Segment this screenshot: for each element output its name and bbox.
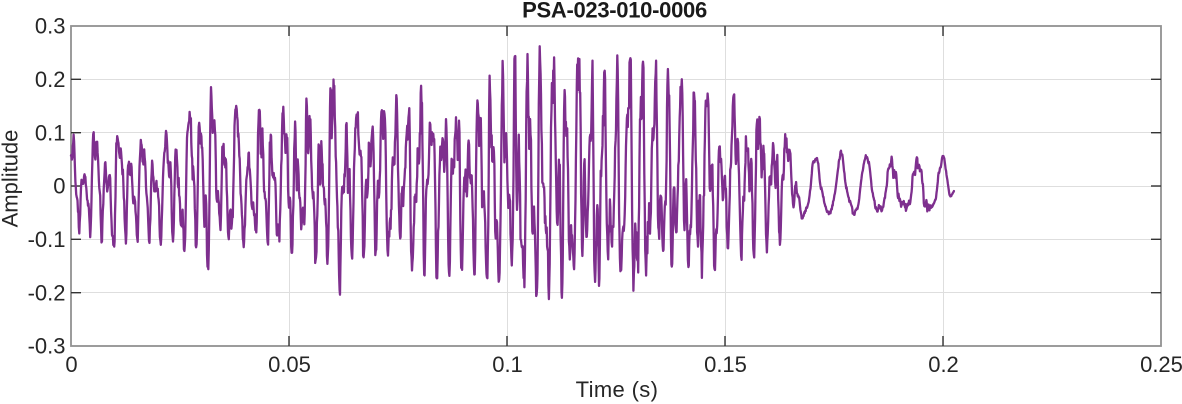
svg-text:0.25: 0.25 (1140, 352, 1182, 377)
svg-text:Amplitude: Amplitude (0, 130, 23, 228)
svg-text:Time (s): Time (s) (576, 377, 659, 402)
svg-text:0.15: 0.15 (704, 352, 747, 377)
svg-text:0.2: 0.2 (35, 67, 66, 92)
svg-text:0: 0 (53, 174, 65, 199)
svg-text:0: 0 (65, 352, 77, 377)
svg-text:0.2: 0.2 (928, 352, 959, 377)
svg-text:0.05: 0.05 (268, 352, 311, 377)
svg-text:PSA-023-010-0006: PSA-023-010-0006 (522, 0, 707, 22)
svg-text:0.3: 0.3 (35, 14, 66, 39)
svg-text:0.1: 0.1 (492, 352, 523, 377)
svg-text:-0.1: -0.1 (28, 227, 66, 252)
svg-text:-0.2: -0.2 (28, 280, 66, 305)
svg-text:0.1: 0.1 (35, 120, 66, 145)
svg-text:-0.3: -0.3 (28, 334, 66, 359)
